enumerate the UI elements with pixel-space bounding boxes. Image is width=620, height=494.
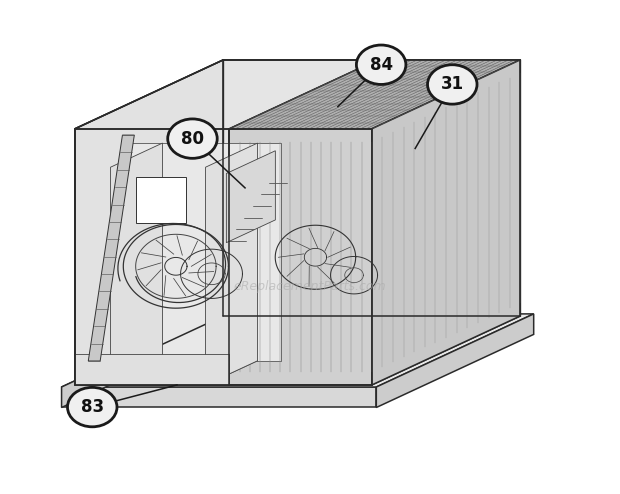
Polygon shape	[61, 314, 219, 408]
Circle shape	[168, 119, 217, 159]
Polygon shape	[110, 143, 162, 385]
Polygon shape	[376, 314, 534, 408]
Text: 83: 83	[81, 398, 104, 416]
Polygon shape	[136, 176, 186, 223]
Polygon shape	[229, 60, 378, 385]
Polygon shape	[226, 151, 275, 243]
Text: 80: 80	[181, 129, 204, 148]
Circle shape	[428, 65, 477, 104]
Polygon shape	[223, 60, 520, 316]
Circle shape	[360, 316, 369, 323]
Polygon shape	[110, 361, 257, 385]
Polygon shape	[61, 314, 534, 387]
Polygon shape	[61, 387, 376, 408]
Circle shape	[226, 378, 235, 385]
Polygon shape	[372, 60, 520, 385]
Polygon shape	[75, 354, 229, 385]
Polygon shape	[372, 60, 520, 385]
Circle shape	[345, 378, 354, 385]
Text: 31: 31	[441, 76, 464, 93]
Text: eReplacementParts.com: eReplacementParts.com	[234, 280, 386, 293]
Polygon shape	[75, 60, 223, 385]
Circle shape	[241, 316, 250, 323]
Polygon shape	[75, 316, 520, 385]
Circle shape	[356, 45, 406, 84]
Polygon shape	[88, 135, 135, 361]
Polygon shape	[206, 143, 257, 385]
Polygon shape	[229, 129, 372, 385]
Polygon shape	[127, 143, 281, 361]
Circle shape	[479, 316, 487, 323]
Text: 84: 84	[370, 56, 392, 74]
Circle shape	[68, 387, 117, 427]
Circle shape	[108, 378, 117, 385]
Polygon shape	[229, 60, 520, 129]
